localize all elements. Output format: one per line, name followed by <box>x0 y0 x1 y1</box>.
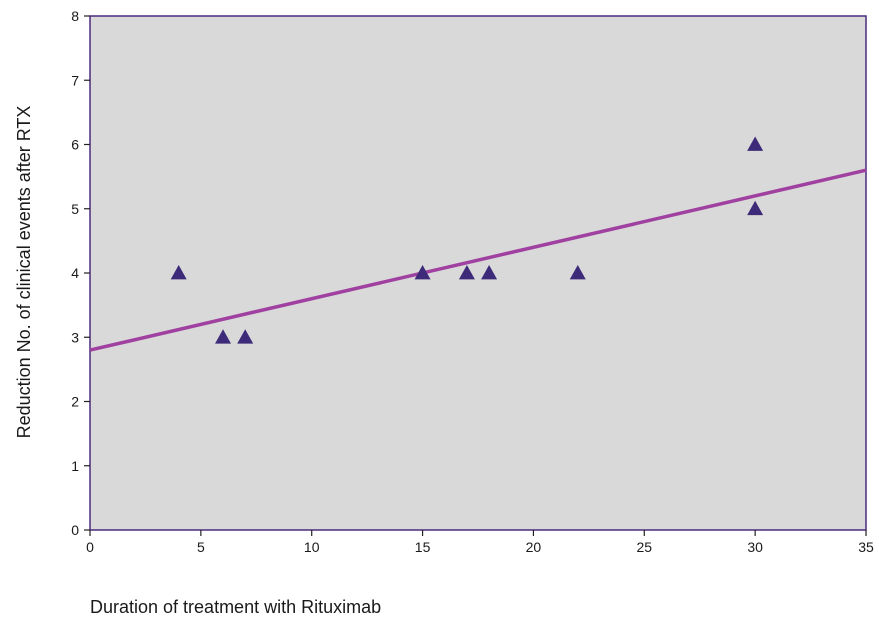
y-tick-label: 8 <box>71 8 79 24</box>
x-tick-label: 10 <box>304 539 320 555</box>
data-point-triangle <box>481 265 498 280</box>
x-tick-label: 5 <box>197 539 205 555</box>
data-point-triangle <box>215 329 232 344</box>
data-point-triangle <box>569 265 586 280</box>
data-point-triangle <box>747 200 764 216</box>
y-tick-label: 4 <box>71 265 79 281</box>
x-axis-ticks: 0 5 10 15 20 25 30 35 <box>86 530 874 555</box>
y-tick-label: 0 <box>71 522 79 538</box>
data-point-triangle <box>747 136 764 151</box>
data-point-triangle <box>414 265 431 280</box>
y-axis-ticks: 0 1 2 3 4 5 6 7 8 <box>71 8 90 538</box>
data-points <box>170 136 764 344</box>
data-point-triangle <box>237 329 254 344</box>
y-tick-label: 6 <box>71 137 79 153</box>
x-tick-label: 20 <box>526 539 542 555</box>
x-tick-label: 15 <box>415 539 431 555</box>
data-point-triangle <box>458 265 475 280</box>
x-tick-label: 0 <box>86 539 94 555</box>
regression-line <box>89 168 867 352</box>
y-tick-label: 7 <box>71 72 79 88</box>
y-tick-label: 1 <box>71 458 79 474</box>
y-axis-title: Reduction No. of clinical events after R… <box>14 106 34 439</box>
x-tick-label: 30 <box>747 539 763 555</box>
x-axis-title: Duration of treatment with Rituximab <box>90 597 381 617</box>
y-tick-label: 5 <box>71 201 79 217</box>
plot-area <box>89 15 867 531</box>
x-tick-label: 25 <box>636 539 652 555</box>
trend-line-group <box>89 168 867 352</box>
y-tick-label: 2 <box>71 394 79 410</box>
y-tick-label: 3 <box>71 329 79 345</box>
data-point-triangle <box>170 265 187 280</box>
x-tick-label: 35 <box>858 539 874 555</box>
